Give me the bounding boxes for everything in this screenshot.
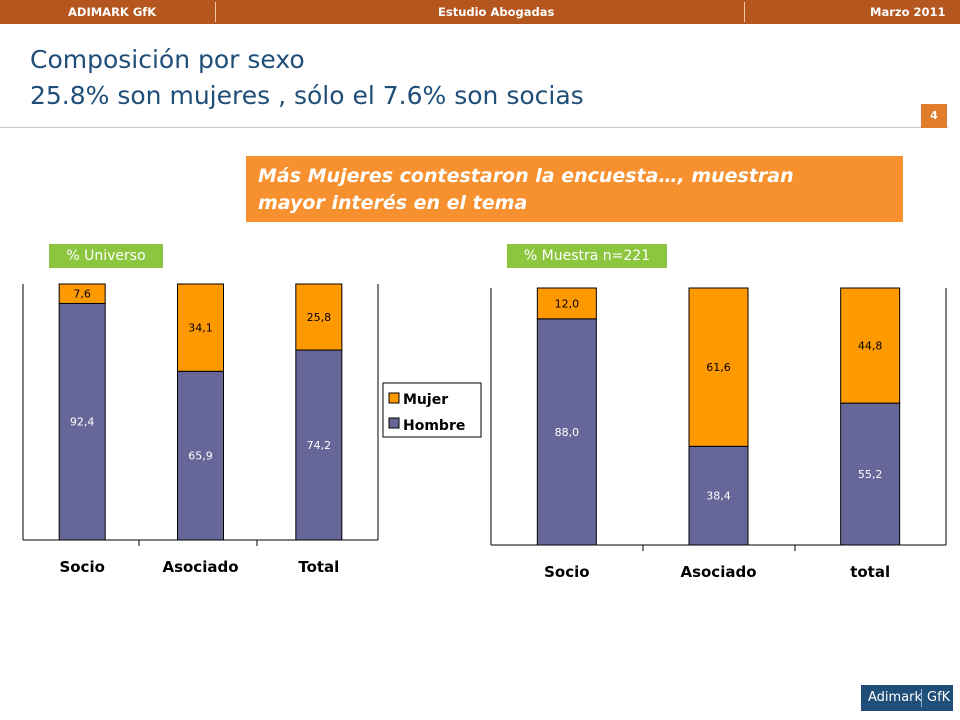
bar-mujer bbox=[177, 283, 224, 372]
bar-mujer bbox=[688, 287, 749, 447]
title-line-1: Composición por sexo bbox=[30, 45, 305, 74]
header-study: Estudio Abogadas bbox=[438, 5, 555, 19]
header-date: Marzo 2011 bbox=[870, 5, 946, 19]
logo-adimark-text: Adimark bbox=[868, 690, 923, 705]
category-label: Asociado bbox=[162, 558, 238, 576]
category-label: Asociado bbox=[680, 563, 756, 581]
legend-swatch-mujer bbox=[388, 392, 400, 404]
data-label-hombre: 65,9 bbox=[188, 450, 213, 463]
callout-line-1: Más Mujeres contestaron la encuesta…, mu… bbox=[258, 165, 794, 187]
bar-mujer bbox=[840, 287, 901, 404]
data-label-mujer: 34,1 bbox=[188, 322, 213, 335]
logo-gfk-text: GfK bbox=[927, 690, 951, 705]
header-divider bbox=[215, 2, 216, 22]
page-number: 4 bbox=[921, 104, 947, 128]
category-label: Total bbox=[298, 558, 339, 576]
legend-label-mujer: Mujer bbox=[403, 392, 448, 408]
logo-divider bbox=[921, 689, 922, 707]
bar-mujer bbox=[295, 283, 343, 351]
data-label-hombre: 92,4 bbox=[70, 416, 95, 429]
data-label-hombre: 88,0 bbox=[555, 426, 580, 439]
data-label-hombre: 55,2 bbox=[858, 468, 883, 481]
bar-hombre bbox=[840, 402, 901, 546]
data-label-hombre: 38,4 bbox=[706, 490, 731, 503]
bar-mujer bbox=[58, 283, 106, 304]
bar-hombre bbox=[177, 370, 224, 541]
legend-swatch-hombre bbox=[388, 417, 400, 429]
title-divider bbox=[0, 127, 948, 128]
data-label-mujer: 7,6 bbox=[73, 288, 91, 301]
category-label: Socio bbox=[59, 558, 104, 576]
adimark-gfk-logo: Adimark GfK bbox=[861, 685, 953, 711]
category-label: total bbox=[850, 563, 890, 581]
category-label: Socio bbox=[544, 563, 589, 581]
data-label-mujer: 25,8 bbox=[307, 311, 332, 324]
bar-hombre bbox=[688, 445, 749, 546]
page-title: Composición por sexo 25.8% son mujeres ,… bbox=[30, 42, 584, 114]
title-line-2: 25.8% son mujeres , sólo el 7.6% son soc… bbox=[30, 81, 584, 110]
bar-hombre bbox=[536, 318, 597, 546]
bar-mujer bbox=[536, 287, 597, 320]
data-label-hombre: 74,2 bbox=[307, 439, 332, 452]
header-bar: ADIMARK GfK Estudio Abogadas Marzo 2011 bbox=[0, 0, 960, 24]
header-company: ADIMARK GfK bbox=[68, 5, 157, 19]
callout-line-2: mayor interés en el tema bbox=[258, 192, 528, 214]
data-label-mujer: 12,0 bbox=[555, 297, 580, 310]
callout-box: Más Mujeres contestaron la encuesta…, mu… bbox=[246, 156, 903, 222]
data-label-mujer: 61,6 bbox=[706, 361, 731, 374]
chart2-title: % Muestra n=221 bbox=[507, 244, 667, 268]
chart1-title: % Universo bbox=[49, 244, 163, 268]
header-divider bbox=[744, 2, 745, 22]
data-label-mujer: 44,8 bbox=[858, 340, 883, 353]
bar-hombre bbox=[295, 349, 343, 541]
legend-label-hombre: Hombre bbox=[403, 418, 465, 434]
